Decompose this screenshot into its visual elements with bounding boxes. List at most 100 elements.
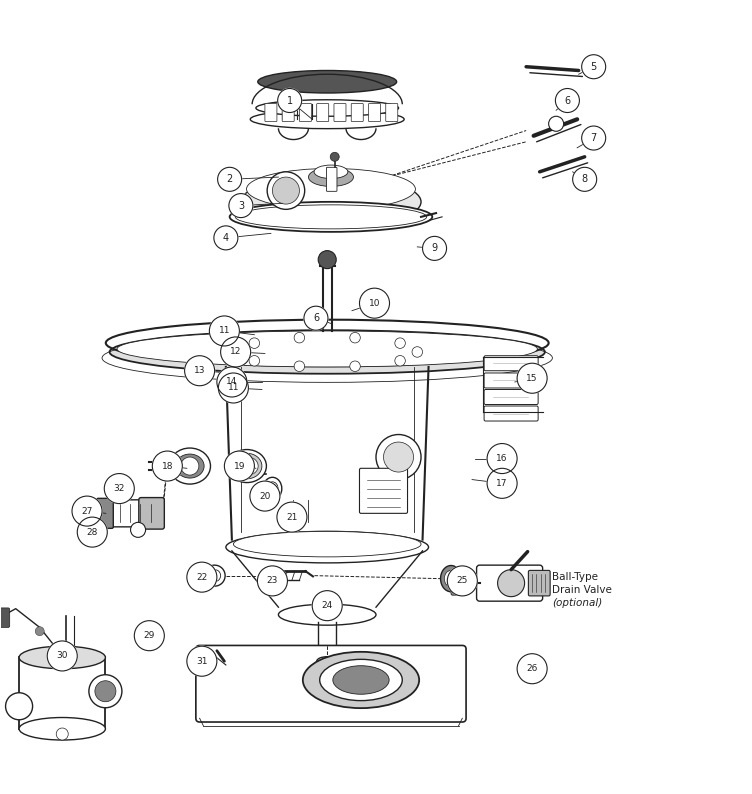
Circle shape xyxy=(135,621,165,651)
FancyBboxPatch shape xyxy=(265,103,277,121)
Circle shape xyxy=(250,481,280,511)
Text: 20: 20 xyxy=(259,491,271,500)
Text: 22: 22 xyxy=(196,572,208,582)
Ellipse shape xyxy=(226,531,429,563)
FancyBboxPatch shape xyxy=(484,373,538,388)
Ellipse shape xyxy=(235,457,258,476)
Ellipse shape xyxy=(263,477,282,500)
FancyBboxPatch shape xyxy=(484,406,538,421)
Circle shape xyxy=(72,496,102,526)
Circle shape xyxy=(209,316,239,346)
Text: 26: 26 xyxy=(526,665,538,673)
Ellipse shape xyxy=(267,482,278,495)
FancyBboxPatch shape xyxy=(282,103,294,121)
Circle shape xyxy=(330,152,339,161)
Text: 31: 31 xyxy=(196,657,208,665)
Circle shape xyxy=(218,373,248,403)
Circle shape xyxy=(267,172,305,210)
Circle shape xyxy=(217,367,247,397)
Circle shape xyxy=(220,337,250,367)
Text: 12: 12 xyxy=(230,348,241,357)
Ellipse shape xyxy=(229,202,432,232)
Text: 21: 21 xyxy=(287,513,298,522)
Circle shape xyxy=(350,361,360,372)
Text: Drain Valve: Drain Valve xyxy=(553,584,612,595)
Ellipse shape xyxy=(227,449,266,483)
Circle shape xyxy=(204,565,225,586)
Circle shape xyxy=(249,338,259,349)
Circle shape xyxy=(224,451,254,481)
Text: 25: 25 xyxy=(456,576,468,585)
Circle shape xyxy=(257,566,287,596)
FancyBboxPatch shape xyxy=(0,608,10,627)
Ellipse shape xyxy=(317,657,338,665)
Ellipse shape xyxy=(303,652,419,708)
Ellipse shape xyxy=(258,71,396,93)
Circle shape xyxy=(56,728,68,740)
Circle shape xyxy=(294,361,305,372)
Circle shape xyxy=(249,356,259,366)
Text: 7: 7 xyxy=(590,133,597,143)
Ellipse shape xyxy=(308,168,353,187)
Ellipse shape xyxy=(256,100,399,116)
Text: 4: 4 xyxy=(223,233,229,243)
FancyBboxPatch shape xyxy=(368,103,381,121)
Circle shape xyxy=(95,680,116,702)
Text: 15: 15 xyxy=(526,374,538,383)
Ellipse shape xyxy=(110,330,545,374)
Ellipse shape xyxy=(444,570,458,587)
Text: 27: 27 xyxy=(81,507,92,515)
FancyBboxPatch shape xyxy=(484,356,538,371)
Ellipse shape xyxy=(441,565,462,592)
Circle shape xyxy=(180,457,199,475)
Text: 19: 19 xyxy=(234,461,245,471)
Circle shape xyxy=(359,288,390,318)
Circle shape xyxy=(573,168,596,191)
Ellipse shape xyxy=(19,718,105,740)
Ellipse shape xyxy=(320,659,402,700)
Text: 5: 5 xyxy=(590,62,597,71)
Circle shape xyxy=(581,126,605,150)
Circle shape xyxy=(312,591,342,621)
Text: 18: 18 xyxy=(162,461,173,471)
Circle shape xyxy=(376,434,421,480)
Ellipse shape xyxy=(247,168,415,210)
FancyBboxPatch shape xyxy=(334,103,346,121)
Circle shape xyxy=(105,473,135,503)
Text: 30: 30 xyxy=(56,651,68,661)
FancyBboxPatch shape xyxy=(100,500,159,527)
Text: 6: 6 xyxy=(564,95,571,106)
Circle shape xyxy=(5,692,32,720)
FancyBboxPatch shape xyxy=(451,571,465,596)
Circle shape xyxy=(186,646,217,676)
Circle shape xyxy=(89,675,122,707)
Circle shape xyxy=(153,451,182,481)
Circle shape xyxy=(184,356,214,386)
Text: Ball-Type: Ball-Type xyxy=(553,572,599,582)
Text: 8: 8 xyxy=(581,175,588,184)
Circle shape xyxy=(304,306,328,330)
FancyBboxPatch shape xyxy=(386,103,398,121)
Text: 32: 32 xyxy=(114,484,125,493)
Circle shape xyxy=(447,566,478,596)
Text: 17: 17 xyxy=(496,479,508,488)
Circle shape xyxy=(498,569,525,596)
FancyBboxPatch shape xyxy=(317,103,329,121)
FancyBboxPatch shape xyxy=(477,565,543,601)
Text: 24: 24 xyxy=(322,601,333,610)
Ellipse shape xyxy=(175,454,204,478)
FancyBboxPatch shape xyxy=(97,499,114,528)
Circle shape xyxy=(384,442,414,472)
Circle shape xyxy=(35,626,44,636)
Circle shape xyxy=(272,177,299,204)
Text: 29: 29 xyxy=(144,631,155,640)
Text: 3: 3 xyxy=(238,201,244,210)
Text: (optional): (optional) xyxy=(553,598,602,608)
Circle shape xyxy=(517,653,547,684)
Ellipse shape xyxy=(169,448,211,484)
Circle shape xyxy=(423,237,447,260)
Ellipse shape xyxy=(333,665,389,694)
Ellipse shape xyxy=(19,646,105,669)
Circle shape xyxy=(277,502,307,532)
Text: 13: 13 xyxy=(194,366,205,376)
